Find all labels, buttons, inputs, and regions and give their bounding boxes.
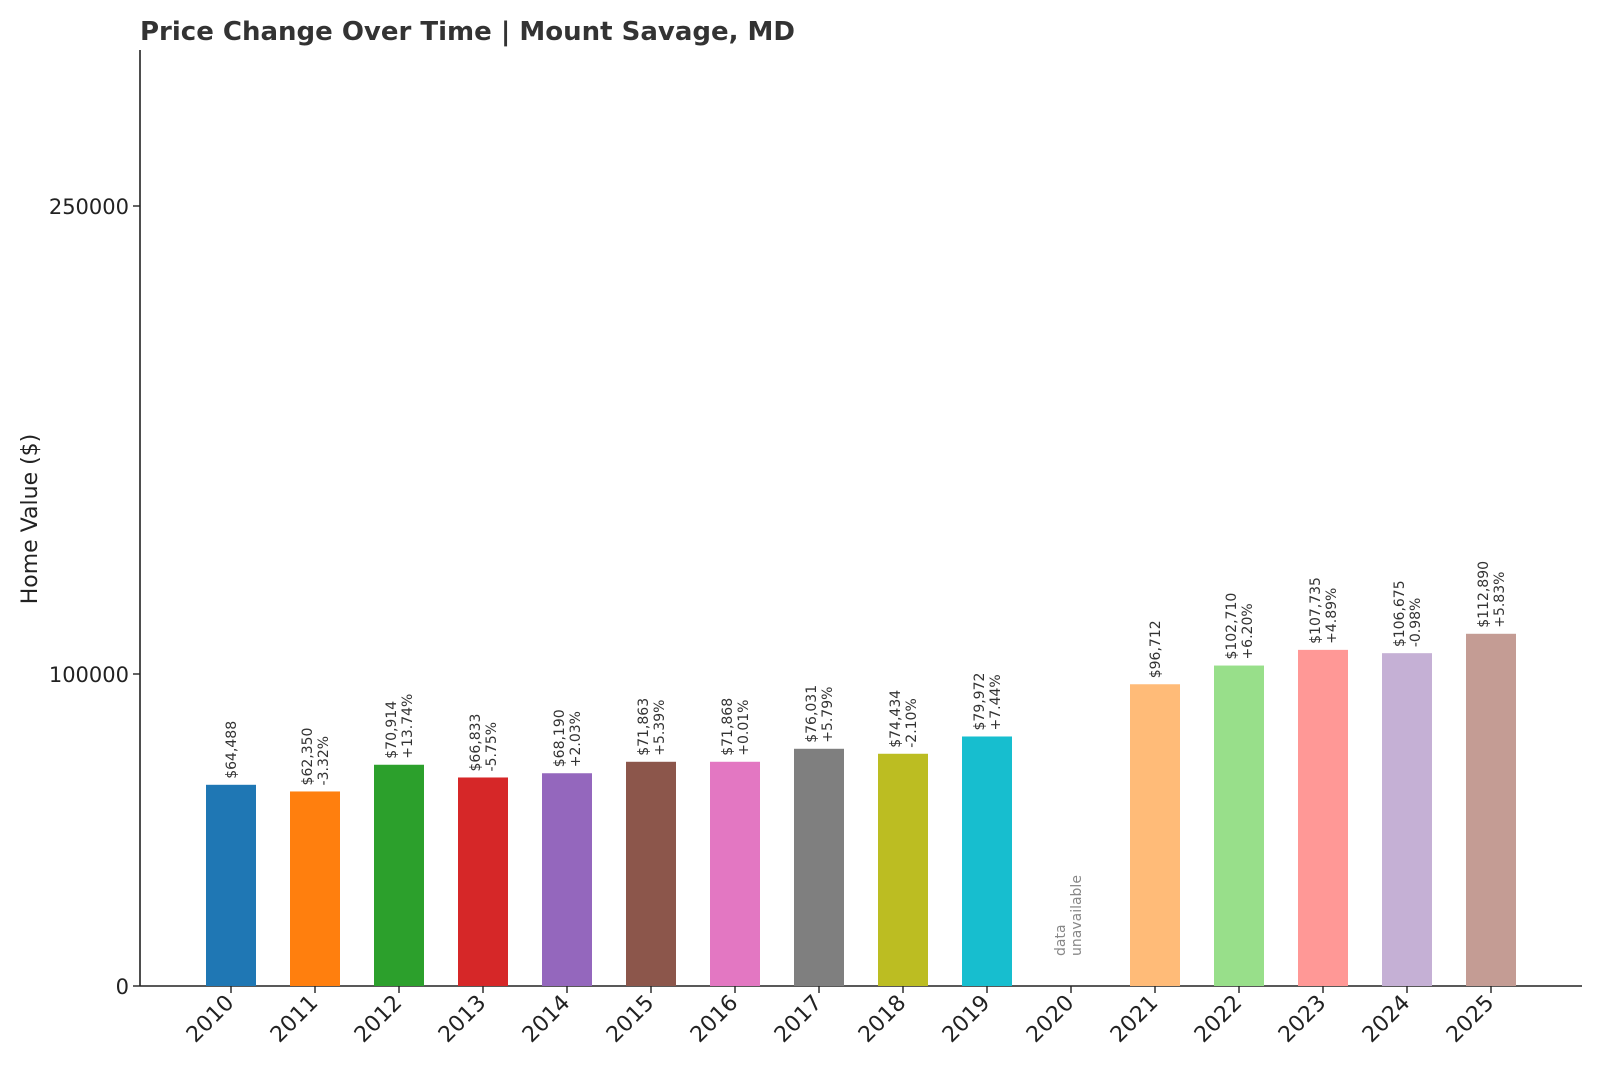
y-tick-label: 0 [116,975,129,999]
bar-value-label: $107,735+4.89% [1308,577,1340,644]
y-tick-label: 100000 [49,663,129,687]
bars-group [206,633,1516,986]
bar-value-label: $66,833-5.75% [468,714,500,772]
bar-value-label: $71,863+5.39% [636,698,668,756]
bar-value-label: $79,972+7.44% [972,673,1004,731]
bar-labels-group: $64,488 $62,350-3.32% $70,914+13.74% $66,83… [224,561,1508,956]
bar-value-label: $112,890+5.83% [1476,561,1508,628]
y-tick-label: 250000 [49,195,129,219]
x-tick-label: 2011 [266,991,323,1048]
bar-value-label: $70,914+13.74% [384,694,416,759]
x-tick-label: 2018 [854,991,911,1048]
bar-value-label: $76,031+5.79% [804,685,836,743]
bar-value-label: $68,190+2.03% [552,709,584,767]
x-tick-label: 2024 [1358,991,1415,1048]
x-tick-label: 2019 [938,991,995,1048]
bar-2021 [1130,684,1180,986]
bar-value-label: $102,710+6.20% [1224,593,1256,660]
bar-value-label: $74,434-2.10% [888,690,920,748]
bar-2023 [1298,649,1348,986]
bar-2014 [542,773,592,986]
bar-2015 [626,761,676,986]
bar-value-label: $106,675-0.98% [1392,580,1424,647]
x-tick-label: 2013 [434,991,491,1048]
bar-2019 [962,736,1012,986]
bar-2010 [206,784,256,986]
x-tick-label: 2023 [1274,991,1331,1048]
x-tick-label: 2014 [518,991,575,1048]
bar-value-label: $71,868+0.01% [720,698,752,756]
y-axis-ticks: 0 100000 250000 [49,195,140,999]
x-axis-ticks: 2010 2011 2012 2013 2014 2015 2016 2017 2018 2019… [182,986,1499,1048]
bar-2013 [458,777,508,986]
x-tick-label: 2012 [350,991,407,1048]
bar-2017 [794,748,844,986]
x-tick-label: 2010 [182,991,239,1048]
bar-2024 [1382,653,1432,986]
x-tick-label: 2025 [1442,991,1499,1048]
bar-2022 [1214,665,1264,986]
bar-value-label: $96,712 [1148,620,1164,678]
bar-2011 [290,791,340,986]
x-tick-label: 2016 [686,991,743,1048]
x-tick-label: 2020 [1022,991,1079,1048]
bar-2012 [374,764,424,986]
chart-title: Price Change Over Time | Mount Savage, M… [140,17,795,47]
x-tick-label: 2017 [770,991,827,1048]
bar-2018 [878,753,928,986]
bar-2025 [1466,633,1516,986]
bar-value-label: $64,488 [224,721,240,779]
bar-2016 [710,761,760,986]
missing-data-label: dataunavailable [1053,875,1085,956]
x-tick-label: 2022 [1190,991,1247,1048]
bar-value-label: $62,350-3.32% [300,728,332,786]
x-tick-label: 2015 [602,991,659,1048]
x-tick-label: 2021 [1106,991,1163,1048]
y-axis-label: Home Value ($) [18,434,43,605]
